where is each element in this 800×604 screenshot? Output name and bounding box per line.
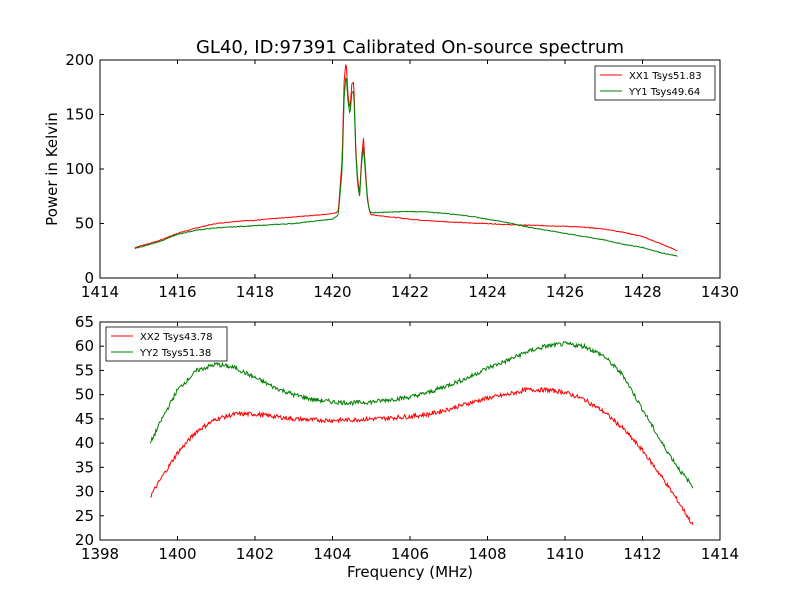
bottom-y-tick-label: 35: [75, 458, 94, 476]
bottom-x-tick-label: 1400: [158, 545, 196, 563]
top-legend-label-1: XX1 Tsys51.83: [629, 71, 702, 82]
top-x-tick-label: 1420: [313, 283, 351, 301]
bottom-axis-ticks: 1398 1400 1402 1404 1406 1408 1410 1412 1414 20 25…: [75, 313, 739, 563]
top-y-tick-label: 50: [75, 215, 94, 233]
bottom-x-tick-label: 1412: [623, 545, 661, 563]
top-plot-panel: 1414 1416 1418 1420 1422 1424 1426 1428 1430 0 50 1…: [43, 51, 739, 301]
chart-title: GL40, ID:97391 Calibrated On-source spec…: [196, 37, 624, 58]
bottom-y-tick-label: 50: [75, 386, 94, 404]
top-legend-box: [594, 65, 716, 101]
top-series-line-2: [134, 77, 678, 257]
bottom-x-tick-label: 1410: [546, 545, 584, 563]
bottom-y-tick-label: 65: [75, 313, 94, 331]
bottom-x-tick-label: 1406: [391, 545, 429, 563]
top-series-group: [134, 64, 678, 257]
bottom-series-line-1: [150, 386, 694, 526]
top-x-tick-label: 1424: [468, 283, 506, 301]
bottom-x-tick-label: 1404: [313, 545, 351, 563]
bottom-legend-box: [105, 326, 228, 362]
top-x-tick-label: 1416: [158, 283, 196, 301]
top-x-tick-label: 1428: [623, 283, 661, 301]
top-series-line-1: [134, 64, 678, 252]
top-y-tick-label: 100: [65, 160, 94, 178]
top-x-tick-label: 1418: [236, 283, 274, 301]
top-y-tick-label: 0: [84, 269, 94, 287]
bottom-legend: XX2 Tsys43.78 YY2 Tsys51.38: [105, 326, 228, 362]
bottom-x-tick-label: 1398: [81, 545, 119, 563]
bottom-y-tick-label: 55: [75, 361, 94, 379]
top-legend-label-2: YY1 Tsys49.64: [628, 87, 700, 98]
bottom-x-tick-label: 1414: [701, 545, 739, 563]
bottom-x-tick-label: 1402: [236, 545, 274, 563]
bottom-y-tick-label: 60: [75, 337, 94, 355]
top-axis-ticks: 1414 1416 1418 1420 1422 1424 1426 1428 1430 0 50 1…: [65, 51, 739, 301]
bottom-y-tick-label: 20: [75, 531, 94, 549]
top-x-tick-label: 1426: [546, 283, 584, 301]
top-x-tick-label: 1422: [391, 283, 429, 301]
bottom-plot-panel: 1398 1400 1402 1404 1406 1408 1410 1412 1414 20 25…: [75, 313, 739, 581]
bottom-y-tick-label: 45: [75, 410, 94, 428]
bottom-legend-label-2: YY2 Tsys51.38: [139, 348, 211, 359]
bottom-y-tick-label: 30: [75, 483, 94, 501]
top-y-tick-label: 150: [65, 106, 94, 124]
top-legend: XX1 Tsys51.83 YY1 Tsys49.64: [594, 65, 716, 101]
top-x-tick-label: 1430: [701, 283, 739, 301]
bottom-legend-label-1: XX2 Tsys43.78: [140, 332, 213, 343]
top-y-tick-label: 200: [65, 51, 94, 69]
bottom-series-line-2: [149, 341, 694, 489]
bottom-series-group: [149, 341, 694, 526]
bottom-y-tick-label: 25: [75, 507, 94, 525]
bottom-x-axis-label: Frequency (MHz): [347, 563, 473, 581]
top-x-tick-label: 1414: [81, 283, 119, 301]
top-y-axis-label: Power in Kelvin: [43, 112, 61, 226]
bottom-x-tick-label: 1408: [468, 545, 506, 563]
bottom-y-tick-label: 40: [75, 434, 94, 452]
